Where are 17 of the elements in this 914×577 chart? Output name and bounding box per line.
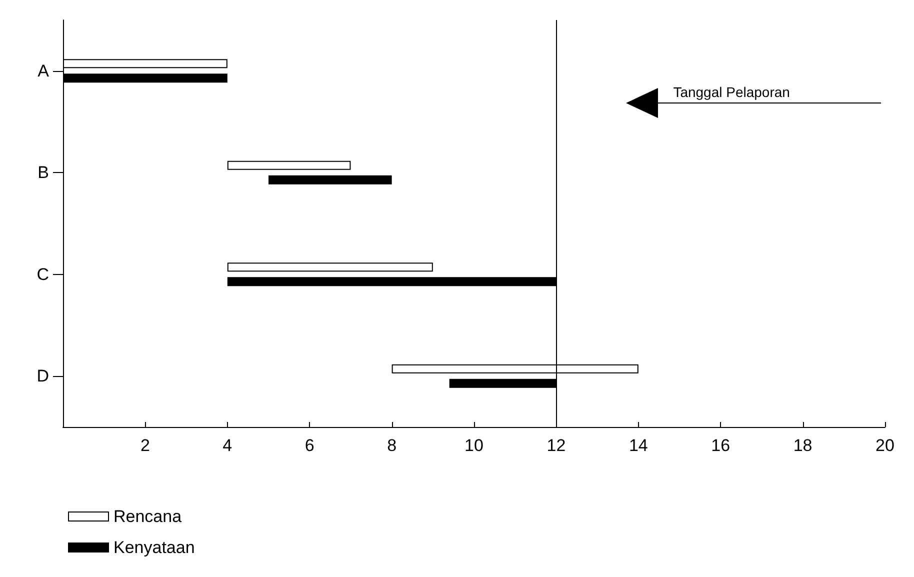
x-tick-label: 4: [222, 436, 232, 455]
y-tick-label: A: [38, 61, 50, 80]
annotation: Tanggal Pelaporan: [673, 84, 790, 100]
x-tick-label: 18: [793, 436, 812, 455]
x-tick-label: 8: [387, 436, 397, 455]
y-tick-label: D: [36, 366, 49, 386]
x-tick-label: 14: [628, 436, 648, 455]
x-tick-label: 6: [304, 436, 314, 455]
x-tick-label: 12: [546, 436, 566, 455]
x-tick-label: 2: [140, 436, 150, 455]
y-tick-label: C: [36, 264, 49, 284]
legend-label: Rencana: [114, 507, 182, 526]
x-tick-label: 20: [876, 436, 894, 455]
legend-label: Kenyataan: [114, 538, 195, 557]
x-tick-label: 10: [464, 436, 484, 455]
x-tick-label: 16: [711, 436, 730, 455]
y-tick-label: B: [38, 163, 49, 182]
